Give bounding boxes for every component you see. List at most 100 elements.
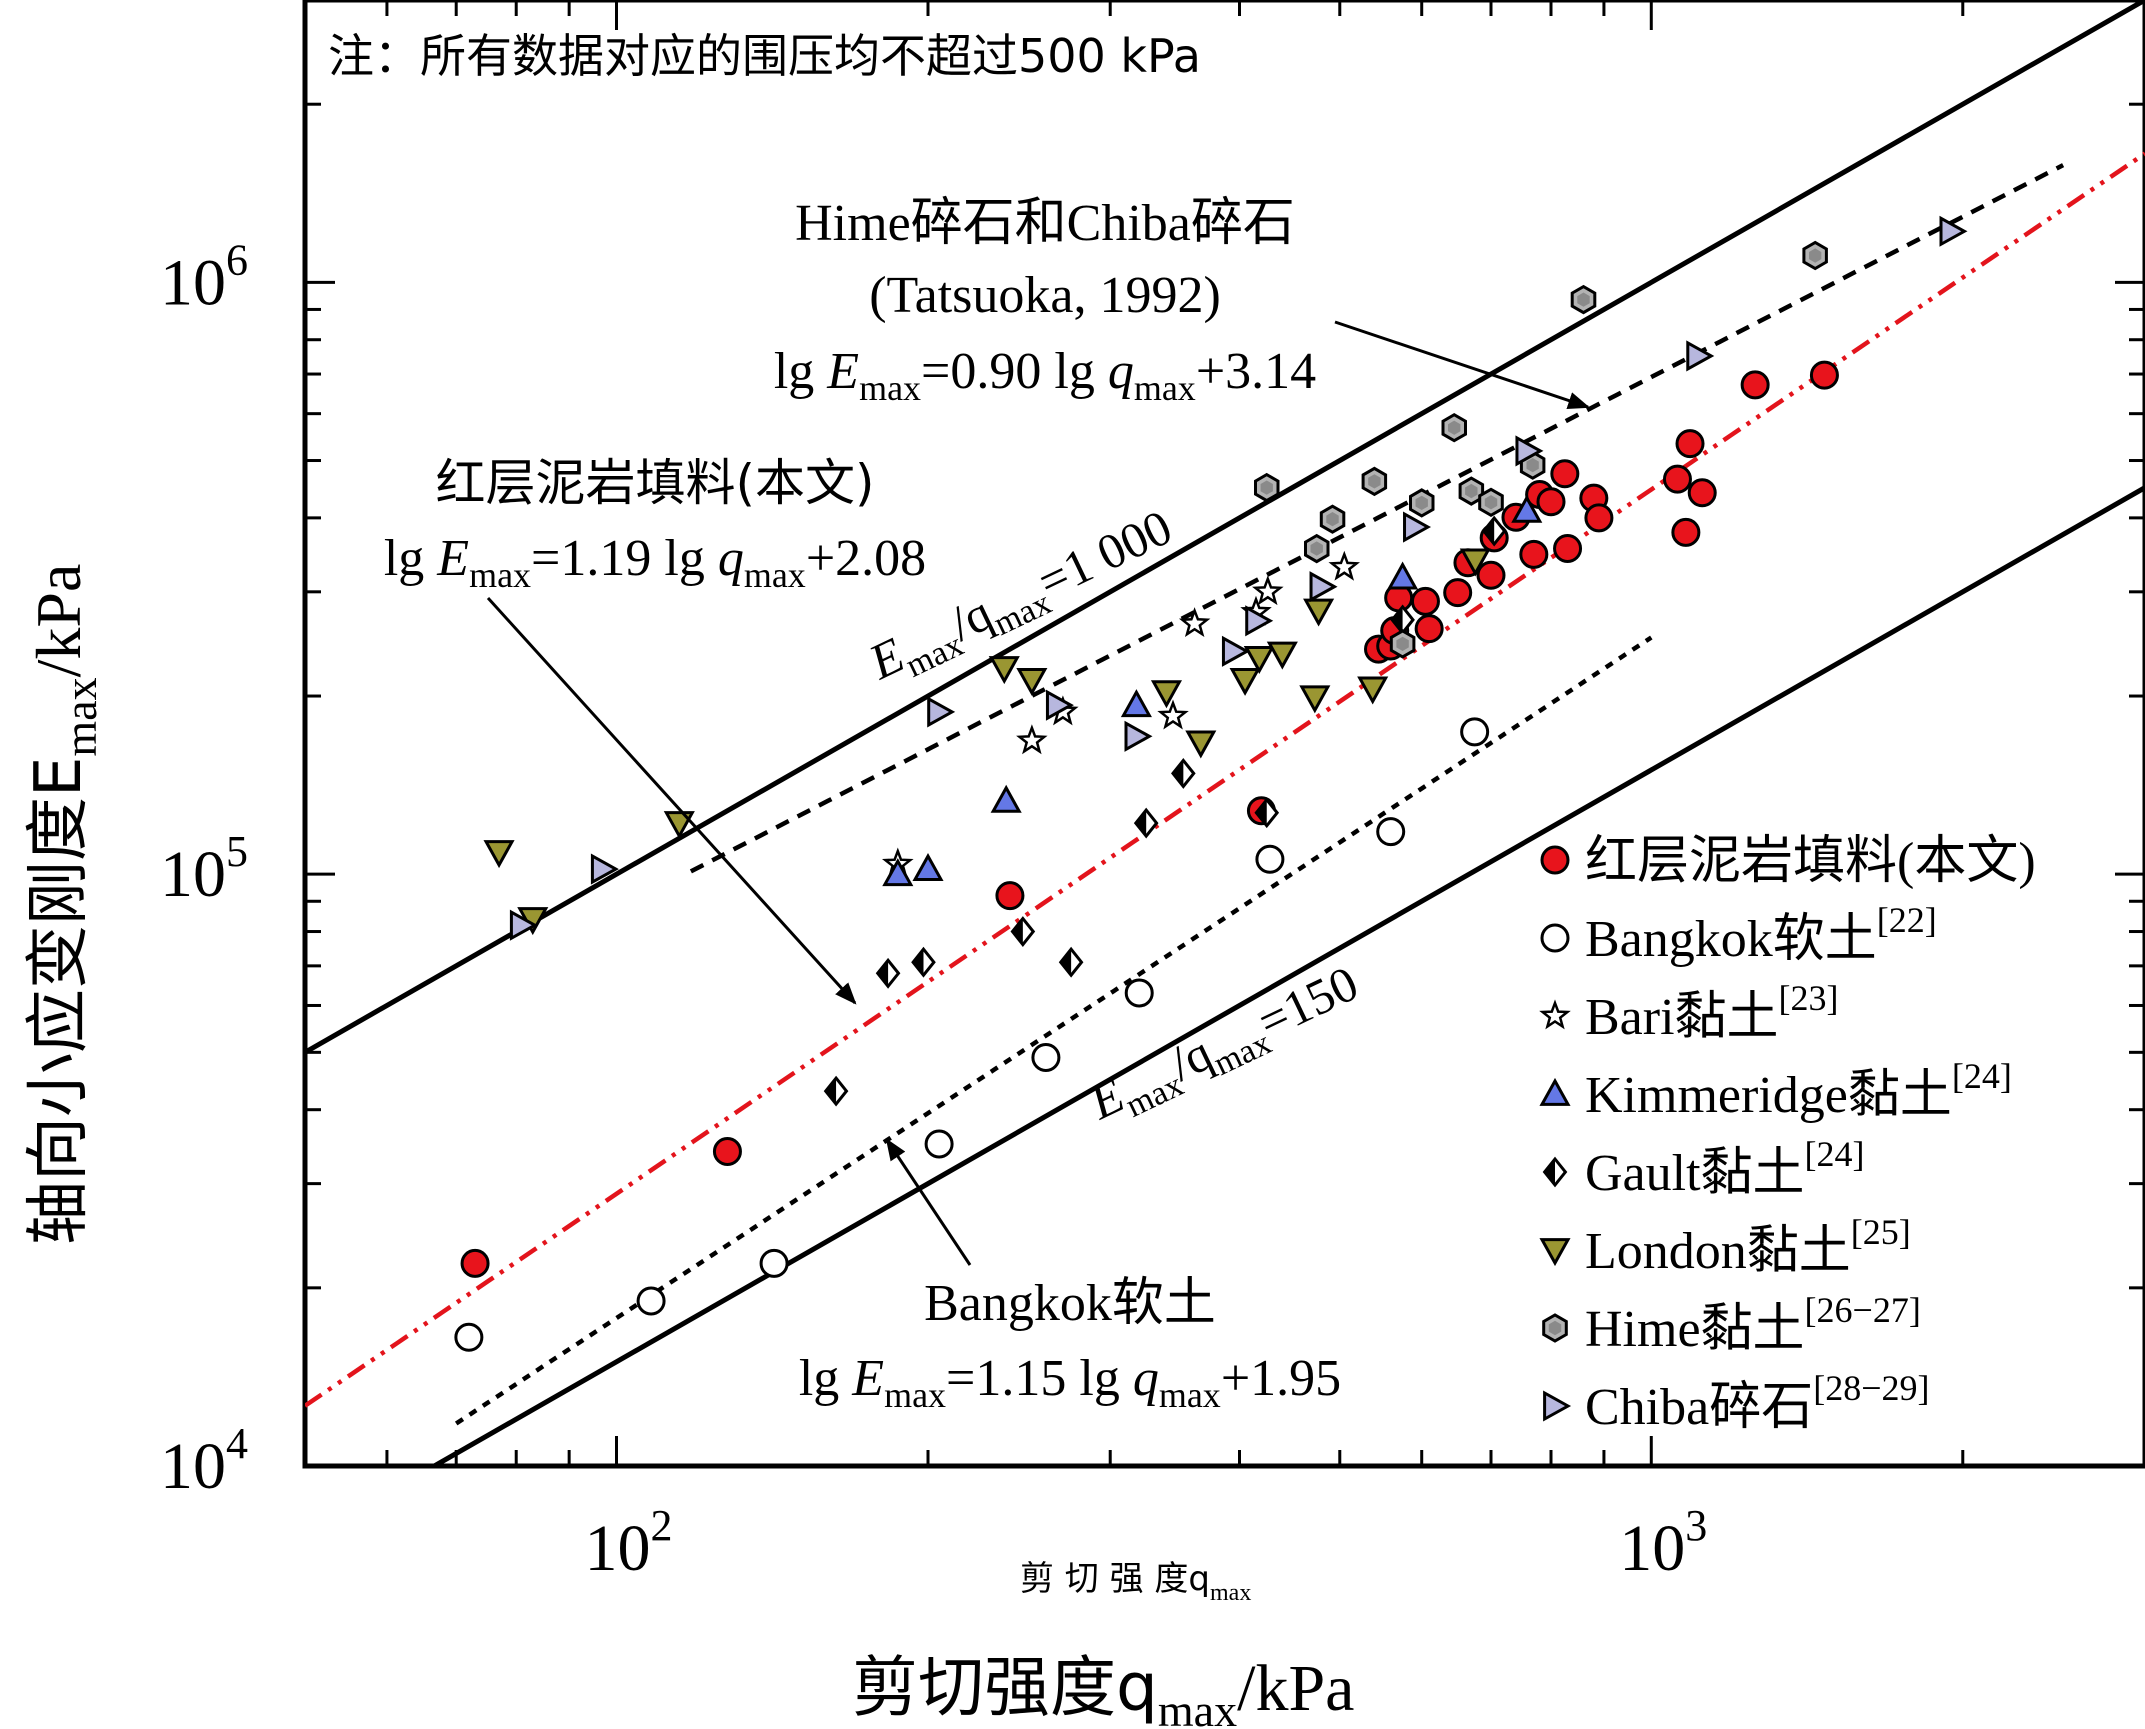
legend-label: Gault黏土[24] bbox=[1585, 1134, 1865, 1202]
data-point-core bbox=[1310, 541, 1323, 556]
series-4 bbox=[823, 515, 1507, 1107]
fit-line-bangkok bbox=[454, 635, 1653, 1426]
data-point bbox=[1476, 560, 1506, 590]
data-point bbox=[1553, 534, 1583, 564]
data-point bbox=[912, 853, 944, 881]
data-point bbox=[509, 909, 538, 941]
data-point bbox=[1387, 561, 1419, 590]
series-1 bbox=[454, 717, 1490, 1352]
data-point-core bbox=[1260, 480, 1273, 495]
data-point bbox=[1328, 550, 1361, 581]
data-point bbox=[1675, 429, 1705, 459]
data-point bbox=[1171, 758, 1196, 789]
data-point bbox=[882, 858, 914, 887]
data-point bbox=[1515, 435, 1544, 467]
bangkok-annotation: Bangkok软土 lg Emax=1.15 lg qmax+1.95 bbox=[799, 1138, 1341, 1415]
data-point bbox=[1229, 667, 1261, 696]
data-point bbox=[995, 881, 1025, 911]
data-point bbox=[1031, 1043, 1061, 1073]
svg-text:Hime碎石和Chiba碎石: Hime碎石和Chiba碎石 bbox=[795, 195, 1295, 252]
data-point bbox=[1376, 817, 1406, 847]
data-point-core bbox=[1415, 495, 1428, 510]
data-point bbox=[1251, 575, 1284, 606]
data-point bbox=[1133, 807, 1159, 839]
legend-marker bbox=[1543, 1390, 1572, 1422]
svg-text:Bangkok软土: Bangkok软土 bbox=[924, 1275, 1216, 1332]
data-point bbox=[1016, 667, 1048, 696]
bangkok-arrow bbox=[885, 1138, 972, 1266]
data-point bbox=[1403, 511, 1432, 543]
series-5 bbox=[483, 548, 1491, 936]
plot-area bbox=[302, 0, 2145, 1469]
data-point bbox=[1120, 689, 1152, 718]
data-point bbox=[454, 1322, 484, 1352]
data-point bbox=[1016, 724, 1048, 755]
legend-label: Chiba碎石[28−29] bbox=[1585, 1368, 1930, 1436]
data-point bbox=[1185, 730, 1217, 759]
legend-label: London黏土[25] bbox=[1585, 1212, 1911, 1280]
legend-label: Kimmeridge黏土[24] bbox=[1585, 1056, 2012, 1124]
data-point-core bbox=[1809, 248, 1822, 263]
legend-label: Bangkok软土[22] bbox=[1585, 900, 1937, 968]
x-tick-label: 102 bbox=[585, 1501, 673, 1585]
y-tick-label: 104 bbox=[160, 1419, 248, 1503]
fit-line-red bbox=[305, 151, 2145, 1408]
data-point bbox=[1939, 215, 1968, 247]
axis-ticks bbox=[303, 0, 2145, 1468]
legend-marker bbox=[1539, 1077, 1571, 1106]
data-point-core bbox=[1484, 495, 1498, 510]
legend-marker bbox=[1539, 1238, 1571, 1267]
data-point bbox=[590, 853, 619, 885]
data-point bbox=[1243, 645, 1275, 674]
note-text: 注：所有数据对应的围压均不超过500 kPa bbox=[328, 29, 1201, 83]
data-point bbox=[1686, 340, 1715, 372]
data-point bbox=[636, 1286, 666, 1316]
legend-label: 红层泥岩填料(本文) bbox=[1585, 833, 2036, 890]
svg-text:红层泥岩填料(本文): 红层泥岩填料(本文) bbox=[435, 454, 874, 512]
data-point bbox=[1584, 503, 1614, 533]
data-point bbox=[1414, 614, 1444, 644]
data-point bbox=[1124, 720, 1153, 752]
series-2 bbox=[881, 550, 1361, 878]
data-point bbox=[1671, 517, 1701, 547]
legend-marker bbox=[1542, 1156, 1568, 1188]
legend-marker bbox=[1539, 999, 1571, 1030]
tick-labels: 102 103 104 105 106 bbox=[160, 235, 1707, 1585]
series-3 bbox=[882, 494, 1543, 887]
data-point bbox=[1254, 797, 1280, 829]
x-axis-small-label: 剪 切 强 度qmax bbox=[1020, 1559, 1251, 1606]
y-tick-label: 106 bbox=[160, 235, 248, 319]
reference-line-150 bbox=[429, 485, 2145, 1466]
svg-text:(Tatsuoka, 1992): (Tatsuoka, 1992) bbox=[869, 267, 1221, 324]
svg-text:lg Emax=1.19 lg qmax+2.08: lg Emax=1.19 lg qmax+2.08 bbox=[384, 530, 926, 595]
data-point-core bbox=[1526, 458, 1539, 473]
data-point bbox=[1010, 916, 1036, 947]
data-point bbox=[1687, 478, 1717, 508]
x-tick-label: 103 bbox=[1619, 1501, 1707, 1585]
data-point bbox=[1662, 464, 1692, 494]
data-point-core bbox=[1326, 512, 1339, 527]
data-points bbox=[454, 215, 1968, 1352]
data-point bbox=[1357, 676, 1389, 705]
data-point bbox=[927, 696, 956, 728]
legend: 红层泥岩填料(本文) Bangkok软土[22] Bari黏土[23] Kimmeri… bbox=[1539, 833, 2036, 1436]
y-tick-label: 105 bbox=[160, 827, 248, 911]
hime-annotation: Hime碎石和Chiba碎石 (Tatsuoka, 1992) lg Emax=… bbox=[774, 195, 1591, 410]
ratio-150-label: Emax/qmax=150 bbox=[1080, 955, 1370, 1139]
data-point-core bbox=[1448, 420, 1461, 435]
data-point bbox=[1058, 946, 1084, 978]
legend-marker bbox=[1540, 923, 1570, 953]
x-axis-label: 剪切强度qmax/kPa bbox=[852, 1649, 1354, 1729]
data-point-core bbox=[1465, 483, 1478, 499]
data-point bbox=[1511, 494, 1543, 523]
data-point-core bbox=[1368, 474, 1381, 489]
data-point bbox=[1303, 598, 1335, 627]
fit-line-hime bbox=[689, 163, 2065, 874]
data-point bbox=[1255, 844, 1285, 874]
data-point bbox=[1536, 487, 1566, 517]
legend-label: Hime黏土[26−27] bbox=[1585, 1290, 1921, 1358]
data-point bbox=[1809, 360, 1839, 390]
data-point bbox=[1266, 641, 1298, 670]
svg-text:lg Emax=1.15 lg qmax+1.95: lg Emax=1.15 lg qmax+1.95 bbox=[799, 1350, 1341, 1415]
data-point bbox=[1157, 699, 1189, 730]
